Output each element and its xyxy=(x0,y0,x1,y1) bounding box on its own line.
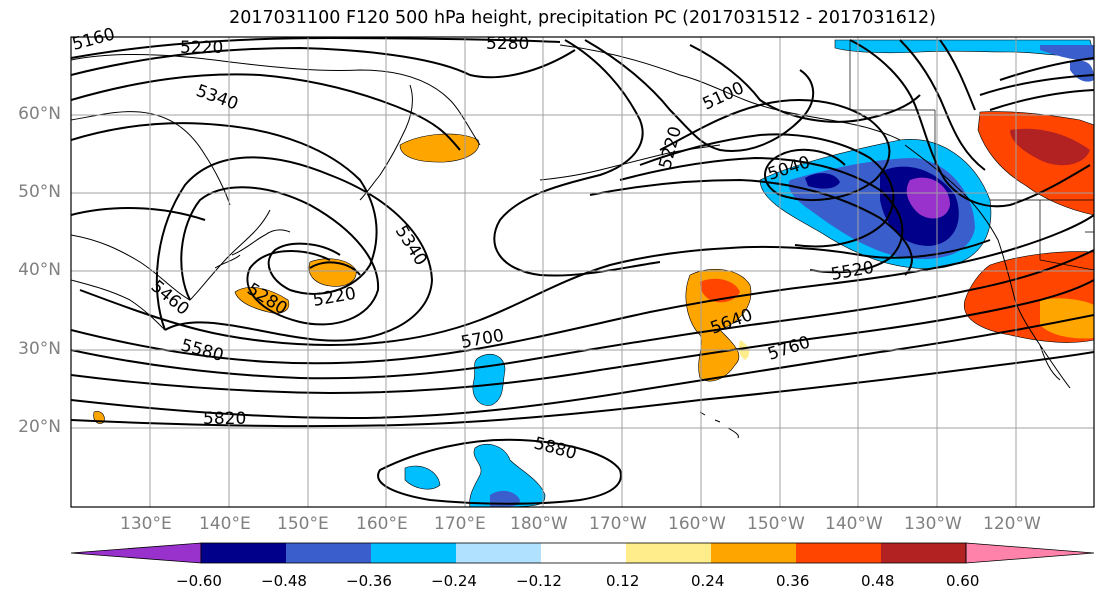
map-title: 2017031100 F120 500 hPa height, precipit… xyxy=(229,8,936,28)
colorbar-tick-label: 0.48 xyxy=(861,572,895,590)
precip-neg-c4 xyxy=(404,465,441,490)
coast-aleutians xyxy=(539,144,721,181)
colorbar-tick-label: −0.12 xyxy=(516,572,562,590)
precip-pos-mid-core xyxy=(700,278,740,303)
colorbar-swatch xyxy=(201,543,286,563)
colorbar xyxy=(70,542,1095,564)
contour-label: 5760 xyxy=(765,332,812,364)
colorbar-tick-label: 0.12 xyxy=(606,572,640,590)
colorbar-swatch xyxy=(371,543,456,563)
lon-label: 130°W xyxy=(904,514,962,534)
lat-label: 30°N xyxy=(18,339,61,359)
contour-labels: 5160 5220 5280 5340 5100 5220 5040 5340 … xyxy=(70,24,875,464)
colorbar-swatch xyxy=(965,542,1095,564)
lon-label: 130°E xyxy=(120,514,172,534)
contour-label: 5520 xyxy=(829,258,875,285)
lon-label: 140°E xyxy=(199,514,251,534)
lon-label: 160°E xyxy=(356,514,408,534)
colorbar-swatch xyxy=(541,543,626,563)
contour-label: 5220 xyxy=(311,284,357,311)
colorbar-swatch xyxy=(456,543,541,563)
lat-label: 40°N xyxy=(18,260,61,280)
colorbar-tick-label: 0.36 xyxy=(776,572,810,590)
colorbar-tick-label: 0.24 xyxy=(691,572,725,590)
colorbar-tick-label: −0.60 xyxy=(176,572,222,590)
lon-label: 160°W xyxy=(668,514,726,534)
coast-na-west xyxy=(904,144,1071,389)
map-frame xyxy=(70,36,1095,508)
contour-label: 5880 xyxy=(532,434,579,465)
colorbar-tick-label: 0.60 xyxy=(946,572,980,590)
coast-asia xyxy=(71,209,271,331)
lon-label: 150°W xyxy=(747,514,805,534)
contour-label: 5700 xyxy=(459,326,505,353)
colorbar-tick-label: −0.24 xyxy=(431,572,477,590)
gridlines xyxy=(71,37,1094,507)
coast-hawaii xyxy=(699,411,739,439)
contour-label: 5340 xyxy=(193,81,240,115)
contour-label: 5580 xyxy=(179,336,226,367)
lon-label: 150°E xyxy=(277,514,329,534)
precip-neg-top2 xyxy=(1040,45,1094,61)
lon-label: 120°W xyxy=(983,514,1041,534)
precip-pos-jp xyxy=(234,287,290,314)
coast-alaska xyxy=(559,44,901,141)
contour-label: 5820 xyxy=(203,409,246,429)
colorbar-tick-label: −0.48 xyxy=(261,572,307,590)
precip-pos-nw xyxy=(977,111,1094,216)
lon-label: 140°W xyxy=(825,514,883,534)
lat-label: 20°N xyxy=(18,417,61,437)
contour-label: 5280 xyxy=(486,34,529,54)
lat-label: 60°N xyxy=(18,104,61,124)
colorbar-swatch xyxy=(796,543,881,563)
contour-label: 5220 xyxy=(180,38,223,58)
precip-neg-top3 xyxy=(1070,60,1094,82)
colorbar-tick-label: −0.36 xyxy=(346,572,392,590)
colorbar-swatch xyxy=(286,543,371,563)
lon-label: 170°E xyxy=(434,514,486,534)
precip-pos-low xyxy=(308,258,357,287)
borders xyxy=(849,40,1094,271)
colorbar-swatch xyxy=(881,543,966,563)
precip-neg-c1 xyxy=(472,354,506,406)
lat-label: 50°N xyxy=(18,182,61,202)
contour-label: 5160 xyxy=(70,24,117,55)
contour-label: 5100 xyxy=(700,78,748,114)
colorbar-swatch xyxy=(70,542,202,564)
colorbar-swatch xyxy=(711,543,796,563)
contour-label: 5460 xyxy=(147,277,193,320)
precip-neg-c2 xyxy=(469,444,546,507)
precip-pos-kam xyxy=(399,133,480,163)
precip-pos-sw-light xyxy=(1040,298,1094,339)
contour-label: 5220 xyxy=(656,124,687,171)
coast-kamchatka xyxy=(359,84,413,201)
lon-label: 180°W xyxy=(510,514,568,534)
colorbar-frame xyxy=(200,542,967,564)
colorbar-swatch xyxy=(626,543,711,563)
precip-neg-small xyxy=(805,173,840,189)
precip-neg-core xyxy=(906,177,950,219)
contour-label: 5340 xyxy=(391,222,431,269)
coast-baja xyxy=(1039,344,1061,381)
precip-pos-nw-core xyxy=(1010,128,1090,166)
lon-label: 170°W xyxy=(589,514,647,534)
